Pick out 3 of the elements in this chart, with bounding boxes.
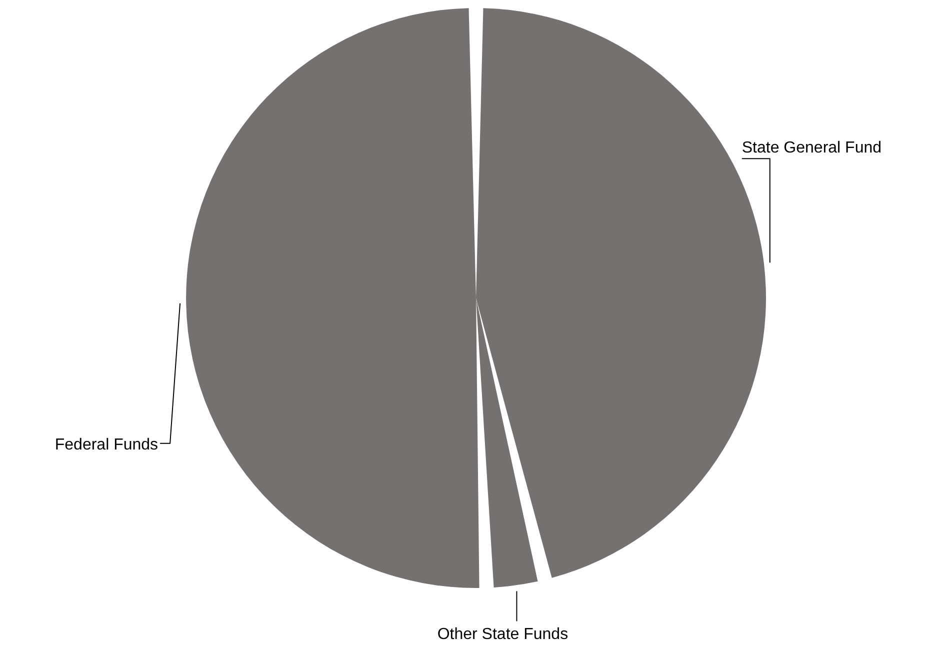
slice-label: Federal Funds bbox=[54, 436, 158, 454]
slice-label: State General Fund bbox=[742, 140, 882, 157]
slice-label: Other State Funds bbox=[437, 626, 568, 644]
